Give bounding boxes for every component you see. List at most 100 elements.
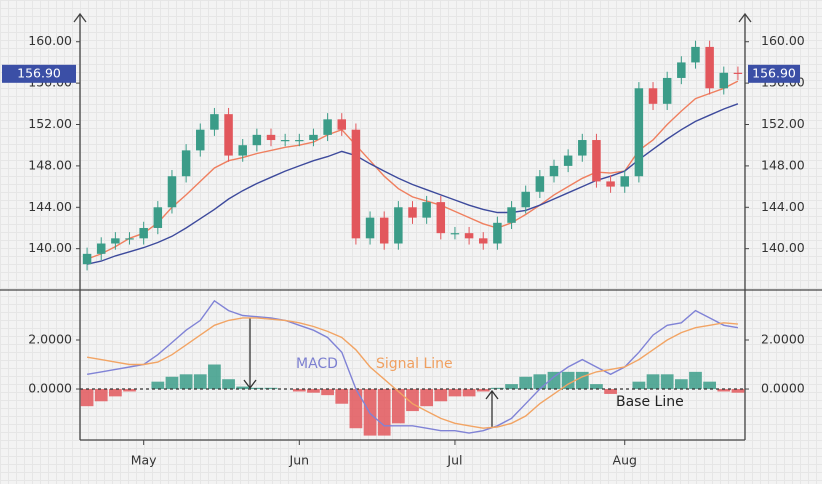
candle-body (535, 176, 545, 192)
histogram-bar (632, 381, 646, 390)
series-line (86, 299, 739, 434)
candle-body (549, 165, 559, 177)
candle-body (224, 114, 233, 156)
candle-body (648, 88, 658, 104)
candle-body (677, 62, 686, 78)
candle-body (309, 134, 318, 141)
candle-body (422, 202, 431, 218)
candle-body (82, 253, 92, 265)
candle-body (125, 238, 134, 240)
histogram-bar (335, 389, 349, 404)
annotation: MACD (296, 356, 338, 372)
histogram-bar (151, 381, 165, 390)
candle-body (662, 77, 672, 104)
histogram-bar (703, 381, 716, 390)
candle-body (295, 140, 304, 142)
candle-body (521, 191, 530, 208)
y-tick-label: 0.0000 (28, 381, 72, 396)
histogram-bar (434, 389, 448, 402)
y-tick-label: 152.00 (28, 116, 72, 131)
candle-body (479, 238, 488, 244)
histogram-bar (689, 371, 702, 390)
candle-body (379, 217, 389, 244)
candle-body (196, 129, 205, 151)
candle-body (337, 119, 346, 130)
candle-body (507, 207, 516, 223)
candle-body (634, 88, 644, 177)
candle-body (606, 181, 615, 187)
candle-body (493, 222, 502, 244)
y-tick-label: 152.00 (761, 116, 805, 131)
price-tag (2, 64, 76, 83)
histogram-bar (391, 389, 405, 424)
candle-body (408, 207, 417, 218)
histogram-bar (462, 389, 476, 397)
histogram-bar (321, 389, 334, 396)
crossover-arrow (243, 318, 257, 390)
y-tick-label: 0.0000 (761, 381, 805, 396)
histogram-bar (193, 374, 207, 390)
candle-body (620, 176, 629, 187)
histogram-bar (533, 374, 547, 390)
histogram-bar (674, 379, 688, 390)
candle-body (266, 134, 276, 141)
histogram-bar (660, 374, 674, 390)
histogram-bar (222, 379, 235, 390)
axis-arrow (73, 12, 87, 23)
candle-body (181, 150, 191, 177)
candle-body (252, 134, 262, 146)
y-tick-label: 140.00 (28, 240, 72, 255)
histogram-bar (208, 364, 221, 390)
histogram-bar (604, 389, 617, 394)
histogram-bar (491, 387, 504, 390)
series-line (86, 317, 738, 429)
x-tick-label: Aug (613, 453, 637, 468)
candle-body (450, 233, 460, 235)
annotation: Base Line (616, 394, 684, 410)
histogram-bar (264, 387, 278, 390)
candle-body (691, 46, 700, 63)
candle-body (705, 46, 714, 89)
price-tag-label: 156.90 (752, 65, 796, 80)
axis-arrow (738, 12, 752, 23)
price-tag-label: 156.90 (17, 65, 61, 80)
candle-body (578, 140, 587, 156)
histogram-bar (519, 376, 533, 390)
crossover-arrow (485, 389, 499, 428)
histogram-bar (420, 389, 434, 407)
y-tick-label: 160.00 (761, 33, 805, 48)
candle-body (139, 227, 148, 239)
histogram-bar (292, 389, 306, 392)
candle-body (323, 119, 332, 135)
candle-body (464, 233, 474, 239)
candle-body (167, 176, 177, 208)
histogram-bar (476, 389, 490, 392)
x-tick-label: May (131, 453, 157, 468)
histogram-bar (250, 387, 264, 390)
histogram-bar (377, 389, 391, 436)
candle-body (365, 217, 375, 239)
candle-body (96, 243, 106, 254)
histogram-bar (547, 371, 561, 390)
candle-body (111, 238, 120, 244)
histogram-bar (731, 389, 745, 393)
candle-body (733, 72, 743, 74)
histogram-bar (80, 389, 94, 407)
candle-body (238, 145, 247, 156)
histogram-bar (575, 371, 589, 390)
candle-body (436, 202, 446, 234)
candle-body (592, 140, 601, 182)
candle-body (153, 207, 163, 228)
y-tick-label: 148.00 (28, 157, 72, 172)
y-tick-label: 144.00 (761, 199, 805, 214)
annotation: Signal Line (376, 356, 453, 372)
candle-body (210, 114, 219, 130)
histogram-bar (307, 389, 320, 393)
histogram-bar (448, 389, 462, 397)
histogram-bar (646, 374, 660, 390)
y-tick-label: 160.00 (28, 33, 72, 48)
histogram-bar (123, 389, 136, 392)
histogram-bar (590, 384, 603, 390)
candle-body (280, 140, 290, 142)
